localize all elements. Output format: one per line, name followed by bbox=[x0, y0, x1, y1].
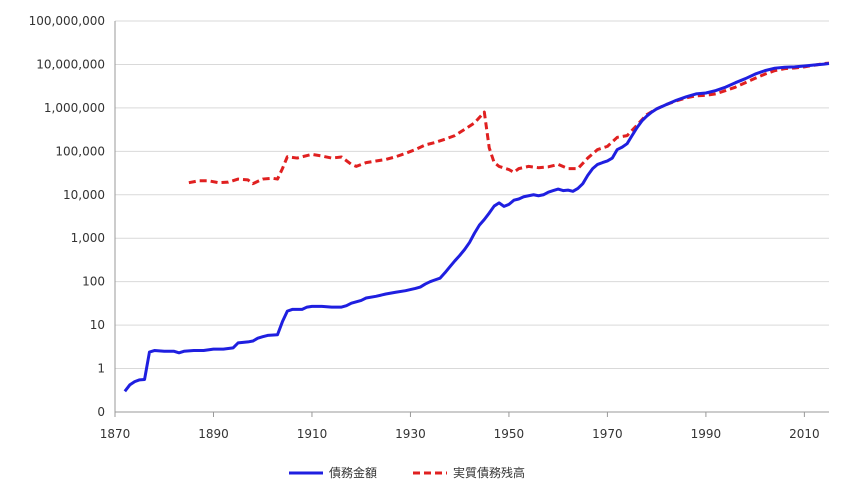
x-tick-label: 1970 bbox=[592, 427, 623, 441]
series-line-debt-amount bbox=[123, 62, 830, 393]
x-tick-labels: 1870 1890 1910 1930 1950 1970 1990 2010 bbox=[100, 427, 820, 441]
y-tick-label: 1,000 bbox=[71, 231, 105, 245]
y-tick-label: 1 bbox=[97, 362, 105, 376]
series-line-real-debt-balance bbox=[188, 61, 830, 186]
y-tick-label: 100 bbox=[82, 275, 105, 289]
x-tick-label: 1950 bbox=[494, 427, 525, 441]
y-tick-label: 0 bbox=[97, 405, 105, 419]
legend-label-debt-amount: 債務金額 bbox=[329, 465, 377, 480]
y-tick-label: 10,000,000 bbox=[36, 57, 105, 71]
x-tick-label: 1990 bbox=[691, 427, 722, 441]
y-tick-label: 1,000,000 bbox=[44, 101, 105, 115]
legend-label-real-debt-balance: 実質債務残高 bbox=[453, 465, 525, 480]
x-tick-label: 1930 bbox=[395, 427, 426, 441]
x-tick-label: 1870 bbox=[100, 427, 131, 441]
x-tick-label: 2010 bbox=[789, 427, 820, 441]
y-tick-label: 10 bbox=[90, 318, 105, 332]
y-gridlines bbox=[115, 20, 829, 370]
series-lines bbox=[123, 61, 830, 393]
y-tick-labels: 0 1 10 100 1,000 10,000 100,000 1,000,000 10,000… bbox=[29, 14, 105, 419]
y-tick-label: 100,000 bbox=[55, 144, 105, 158]
axes bbox=[114, 21, 829, 417]
y-tick-label: 10,000 bbox=[63, 188, 105, 202]
x-tick-label: 1890 bbox=[198, 427, 229, 441]
x-tick-label: 1910 bbox=[297, 427, 328, 441]
legend: 債務金額 実質債務残高 bbox=[289, 465, 525, 480]
y-tick-label: 100,000,000 bbox=[29, 14, 105, 28]
